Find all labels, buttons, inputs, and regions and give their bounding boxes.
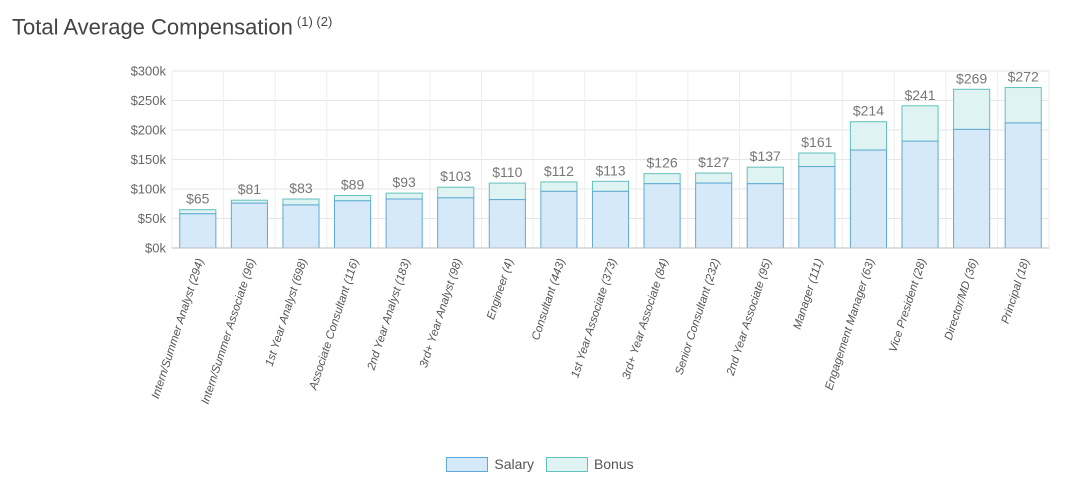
x-category-label: Intern/Summer Analyst (294) xyxy=(150,257,207,400)
bar-layer xyxy=(179,87,1042,249)
data-label: $93 xyxy=(392,174,416,190)
salary-bar[interactable] xyxy=(695,182,733,249)
y-tick-label: $0k xyxy=(145,241,166,256)
bonus-bar[interactable] xyxy=(953,88,991,130)
x-category-label: Engineer (4) xyxy=(485,257,516,321)
x-category-label: 2nd Year Associate (95) xyxy=(725,257,775,378)
x-category-label: Manager (111) xyxy=(792,257,826,331)
legend-item-salary[interactable]: Salary xyxy=(446,456,534,472)
salary-bar[interactable] xyxy=(1004,122,1042,249)
salary-bar[interactable] xyxy=(901,140,939,249)
x-category-label: 2nd Year Analyst (183) xyxy=(365,257,413,372)
y-tick-label: $250k xyxy=(131,93,167,108)
x-category-label: Vice President (28) xyxy=(887,257,929,354)
y-tick-label: $200k xyxy=(131,123,167,138)
bonus-bar[interactable] xyxy=(1004,87,1042,124)
x-category-label: Director/MD (36) xyxy=(943,257,981,342)
x-category-label: 3rd+ Year Associate (84) xyxy=(621,257,671,381)
bonus-bar[interactable] xyxy=(540,181,578,192)
data-label: $241 xyxy=(904,87,935,103)
y-tick-label: $150k xyxy=(131,152,167,167)
bonus-bar[interactable] xyxy=(746,166,784,185)
x-category-label: Associate Consultant (116) xyxy=(307,257,361,392)
salary-bar[interactable] xyxy=(179,213,217,249)
salary-bar[interactable] xyxy=(334,200,372,249)
salary-bar[interactable] xyxy=(953,128,991,249)
x-category-label: Principal (18) xyxy=(1000,257,1032,325)
salary-bar[interactable] xyxy=(540,190,578,249)
chart-title-notes: (1) (2) xyxy=(296,14,333,29)
salary-bar[interactable] xyxy=(437,197,475,249)
y-tick-label: $300k xyxy=(131,64,167,79)
label-layer: $65 $81 $83 $89 $93 $103 $110 $112 $113 $126 $127 $… xyxy=(186,69,1039,207)
x-category-label: 1st Year Analyst (698) xyxy=(264,257,310,368)
bonus-bar[interactable] xyxy=(282,198,320,206)
y-tick-label: $100k xyxy=(131,182,167,197)
data-label: $83 xyxy=(289,180,313,196)
legend-item-bonus[interactable]: Bonus xyxy=(545,456,634,472)
bonus-bar[interactable] xyxy=(334,194,372,202)
bar-chart: $65 $81 $83 $89 $93 $103 $110 $112 $113 $126 $127 $… xyxy=(131,64,1050,406)
data-label: $126 xyxy=(647,155,678,171)
data-label: $269 xyxy=(956,70,987,86)
salary-bar[interactable] xyxy=(591,190,630,249)
x-category-label: 1st Year Associate (373) xyxy=(569,257,619,379)
data-label: $110 xyxy=(492,164,522,180)
salary-bar[interactable] xyxy=(282,204,320,249)
y-tick-label: $50k xyxy=(138,211,167,226)
bonus-bar[interactable] xyxy=(901,105,939,142)
x-category-label: Engagement Manager (63) xyxy=(823,257,877,392)
x-category-label: Consultant (443) xyxy=(530,257,568,342)
chart-title-text: Total Average Compensation xyxy=(12,14,293,40)
bonus-bar[interactable] xyxy=(179,209,217,215)
salary-bar[interactable] xyxy=(230,202,268,249)
salary-bar[interactable] xyxy=(849,149,887,249)
bonus-bar[interactable] xyxy=(643,173,681,185)
x-category-label: Intern/Summer Associate (96) xyxy=(200,257,259,406)
bonus-bar[interactable] xyxy=(849,121,887,151)
data-label: $127 xyxy=(698,154,729,170)
data-label: $137 xyxy=(750,148,781,164)
legend-swatch-bonus xyxy=(545,456,588,472)
chart-legend: Salary Bonus xyxy=(0,456,1080,475)
data-label: $272 xyxy=(1008,69,1039,85)
data-label: $112 xyxy=(544,163,574,179)
salary-bar[interactable] xyxy=(643,183,681,249)
bonus-bar[interactable] xyxy=(798,152,836,168)
bonus-bar[interactable] xyxy=(695,172,733,184)
data-label: $214 xyxy=(853,103,884,119)
salary-bar[interactable] xyxy=(488,199,526,249)
data-label: $89 xyxy=(341,176,365,192)
salary-bar[interactable] xyxy=(385,198,423,249)
x-category-label: 3rd+ Year Analyst (98) xyxy=(418,257,465,369)
legend-label-salary: Salary xyxy=(494,456,535,472)
legend-swatch-salary xyxy=(446,456,489,472)
bonus-bar[interactable] xyxy=(437,186,475,199)
chart-title: Total Average Compensation (1) (2) xyxy=(12,14,332,40)
legend-label-bonus: Bonus xyxy=(593,456,634,472)
data-label: $103 xyxy=(440,168,471,184)
bonus-bar[interactable] xyxy=(385,192,423,200)
data-label: $81 xyxy=(238,181,262,197)
bonus-bar[interactable] xyxy=(591,180,630,192)
data-label: $161 xyxy=(801,134,832,150)
data-label: $113 xyxy=(595,162,625,178)
salary-bar[interactable] xyxy=(746,183,784,249)
x-category-label: Senior Consultant (232) xyxy=(674,257,723,376)
bonus-bar[interactable] xyxy=(488,182,526,201)
salary-bar[interactable] xyxy=(798,166,836,249)
data-label: $65 xyxy=(186,191,210,207)
